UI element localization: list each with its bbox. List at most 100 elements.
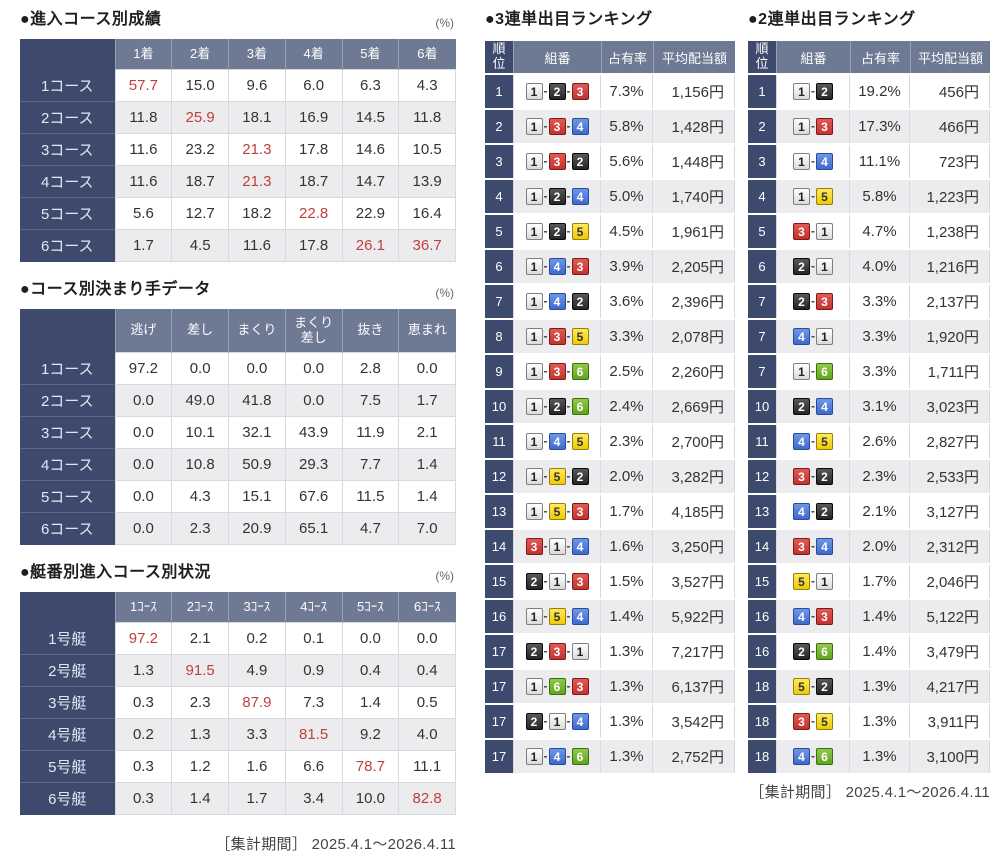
combo-chips: 1-3-5 <box>515 328 599 345</box>
course-results-title: ●進入コース別成績 <box>20 11 162 28</box>
share-value: 1.3% <box>850 670 910 703</box>
stat-value: 25.9 <box>171 101 229 134</box>
boat-3-chip: 3 <box>548 118 566 135</box>
stat-value: 0.4 <box>398 654 456 687</box>
rank-column-header: 順位 <box>748 41 776 73</box>
share-value: 17.3% <box>850 110 910 143</box>
stat-value: 4.3 <box>398 69 456 102</box>
rank-value: 5 <box>748 215 776 248</box>
combo-chips: 4-5 <box>778 433 848 450</box>
stat-value: 1.7 <box>114 229 173 262</box>
combo-cell: 1-4-5 <box>513 425 601 458</box>
stat-value: 1.4 <box>171 782 229 815</box>
stat-value: 0.0 <box>114 480 173 513</box>
table-row: 2号艇 1.3 91.5 4.9 0.9 0.4 0.4 <box>20 654 456 687</box>
stat-value: 17.8 <box>284 229 343 262</box>
combo-dash: - <box>566 504 571 518</box>
boat-1-chip: 1 <box>816 223 833 240</box>
rank-value: 17 <box>485 740 513 773</box>
stat-value: 2.1 <box>171 622 229 655</box>
payout-value: 5,922円 <box>653 600 735 633</box>
combo-column-header: 組番 <box>513 41 601 73</box>
combo-chips: 2-3 <box>778 293 848 310</box>
boat-5-chip: 5 <box>571 328 589 345</box>
stat-value: 2.1 <box>398 416 456 449</box>
boat-4-chip: 4 <box>548 433 566 450</box>
boat-6-chip: 6 <box>571 748 589 765</box>
rank-value: 13 <box>748 495 776 528</box>
boat-2-chip: 2 <box>548 83 566 100</box>
stat-value: 1.3 <box>171 718 229 751</box>
boat-5-chip: 5 <box>793 678 810 695</box>
combo-chips: 2-1-3 <box>515 573 599 590</box>
rank-value: 7 <box>748 285 776 318</box>
table-row: 4コース 0.0 10.8 50.9 29.3 7.7 1.4 <box>20 448 456 481</box>
combo-dash: - <box>566 679 571 693</box>
stat-value: 1.6 <box>228 750 286 783</box>
combo-chips: 1-2-5 <box>515 223 599 240</box>
rank-value: 6 <box>485 250 513 283</box>
stat-value: 0.2 <box>114 718 173 751</box>
boat-2-chip: 2 <box>793 643 810 660</box>
combo-chips: 1-6 <box>778 363 848 380</box>
combo-cell: 1-6 <box>776 355 850 388</box>
payout-value: 1,238円 <box>910 215 990 248</box>
rank-value: 12 <box>748 460 776 493</box>
stat-value: 5.6 <box>114 197 173 230</box>
column-header: 恵まれ <box>398 309 456 353</box>
stat-value: 2.8 <box>341 352 400 385</box>
combo-dash: - <box>566 399 571 413</box>
ranking-row: 4 1-5 5.8% 1,223円 <box>748 180 990 213</box>
ranking-row: 10 2-4 3.1% 3,023円 <box>748 390 990 423</box>
table-row: 6号艇 0.3 1.4 1.7 3.4 10.0 82.8 <box>20 782 456 815</box>
boat-4-chip: 4 <box>571 118 589 135</box>
combo-dash: - <box>566 539 571 553</box>
combo-chips: 1-3-4 <box>515 118 599 135</box>
boat-3-chip: 3 <box>548 363 566 380</box>
boat-5-chip: 5 <box>548 468 566 485</box>
combo-dash: - <box>543 259 548 273</box>
stat-value: 11.5 <box>341 480 400 513</box>
column-header: 6着 <box>398 39 456 70</box>
rank-header-label: 順位 <box>492 41 506 71</box>
combo-chips: 2-1 <box>778 258 848 275</box>
boat-4-chip: 4 <box>793 328 810 345</box>
boat-4-chip: 4 <box>571 713 589 730</box>
combo-chips: 2-3-1 <box>515 643 599 660</box>
combo-chips: 1-5-4 <box>515 608 599 625</box>
combo-dash: - <box>811 119 815 133</box>
share-value: 1.3% <box>850 740 910 773</box>
boat-1-chip: 1 <box>525 678 543 695</box>
combo-dash: - <box>811 259 815 273</box>
ranking-row: 18 4-6 1.3% 3,100円 <box>748 740 990 773</box>
boat-1-chip: 1 <box>525 503 543 520</box>
stat-value: 7.5 <box>341 384 400 417</box>
boat-2-chip: 2 <box>548 398 566 415</box>
boat-1-chip: 1 <box>525 433 543 450</box>
stat-value: 20.9 <box>228 512 286 545</box>
combo-cell: 2-4 <box>776 390 850 423</box>
stat-value: 14.6 <box>341 133 400 166</box>
stat-value: 21.3 <box>228 133 286 166</box>
stat-value: 2.3 <box>171 512 229 545</box>
share-value: 3.1% <box>850 390 910 423</box>
right-column: ●2連単出目ランキング 順位 組番 占有率 平均配当額 1 1-2 19.2% 456円 2 1-… <box>748 6 990 802</box>
stat-value: 97.2 <box>114 352 173 385</box>
payout-value: 3,911円 <box>910 705 990 738</box>
stat-value: 78.7 <box>341 750 400 783</box>
ranking-row: 1 1-2-3 7.3% 1,156円 <box>485 75 735 108</box>
boat-course-title: ●艇番別進入コース別状況 <box>20 564 211 581</box>
payout-value: 3,250円 <box>653 530 735 563</box>
boat-2-chip: 2 <box>548 188 566 205</box>
row-label: 3号艇 <box>20 686 115 719</box>
combo-dash: - <box>543 434 548 448</box>
ranking-row: 17 1-4-6 1.3% 2,752円 <box>485 740 735 773</box>
ranking-row: 7 4-1 3.3% 1,920円 <box>748 320 990 353</box>
stat-value: 0.1 <box>284 622 343 655</box>
share-value: 2.6% <box>850 425 910 458</box>
payout-value: 3,127円 <box>910 495 990 528</box>
boat-3-chip: 3 <box>571 258 589 275</box>
rank-value: 1 <box>485 75 513 108</box>
stat-value: 1.7 <box>228 782 286 815</box>
combo-dash: - <box>566 154 571 168</box>
